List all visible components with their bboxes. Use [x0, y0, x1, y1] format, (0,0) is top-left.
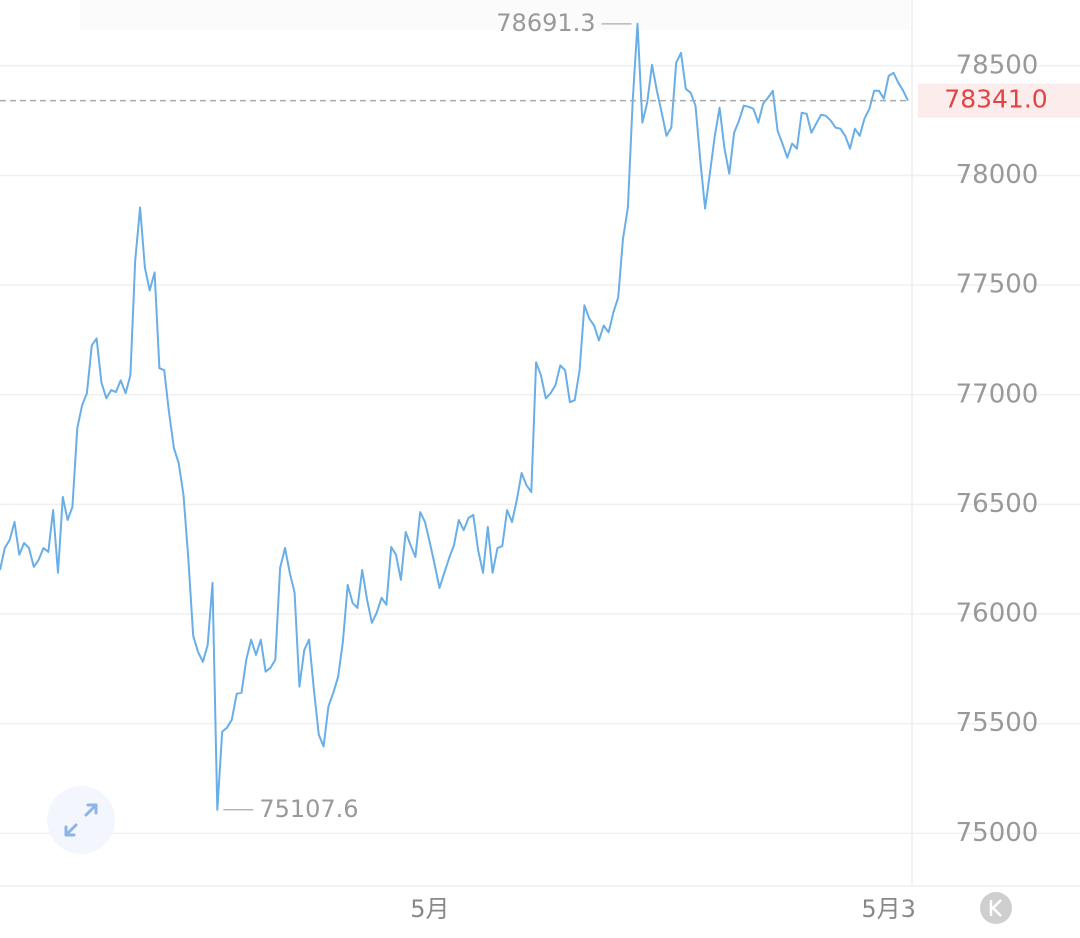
x-tick-label: 5月3	[861, 895, 916, 923]
expand-icon	[64, 803, 98, 837]
current-price-box	[918, 83, 1080, 118]
y-tick-label: 76000	[956, 599, 1039, 629]
price-line	[0, 22, 909, 811]
x-tick-label: 5月	[410, 895, 449, 923]
k-icon	[989, 899, 1002, 917]
k-bg	[980, 892, 1012, 924]
y-tick-label: 77000	[956, 379, 1039, 409]
y-tick-label: 75000	[956, 818, 1039, 848]
y-tick-label: 78500	[956, 50, 1039, 80]
y-tick-label: 76500	[956, 489, 1039, 519]
expand-button[interactable]	[47, 786, 115, 854]
top-fade	[80, 0, 910, 30]
current-price-label: 78341.0	[944, 85, 1047, 114]
max-label: 78691.3	[496, 9, 595, 37]
min-label: 75107.6	[259, 795, 358, 823]
y-tick-label: 78000	[956, 160, 1039, 190]
y-tick-label: 77500	[956, 270, 1039, 300]
k-button[interactable]	[980, 892, 1012, 924]
y-tick-label: 75500	[956, 708, 1039, 738]
expand-bg	[47, 786, 115, 854]
